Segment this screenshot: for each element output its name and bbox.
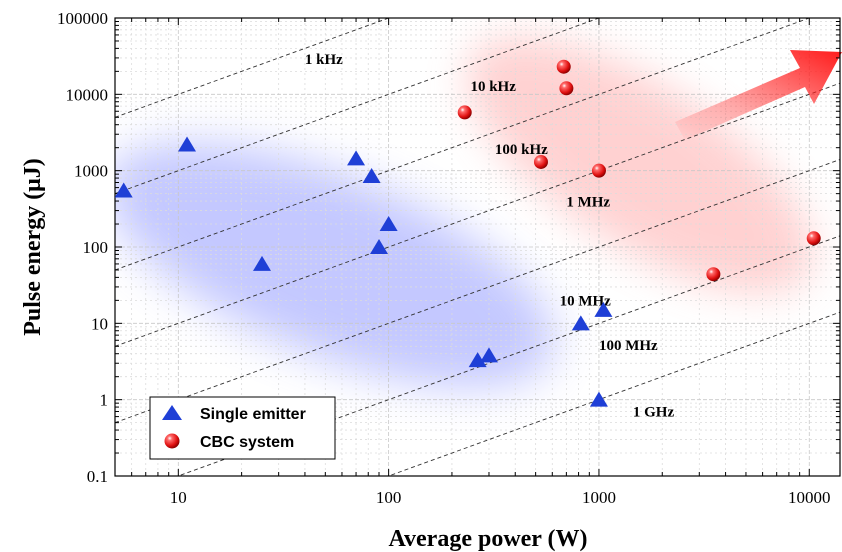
- legend-triangle-icon: [162, 405, 182, 420]
- rep-rate-line: [115, 18, 601, 195]
- single-emitter-point: [114, 182, 133, 198]
- y-tick-label: 1: [100, 391, 109, 410]
- rep-rate-line: [115, 18, 811, 271]
- single-emitter-point: [571, 315, 590, 331]
- cbc-system-point: [457, 105, 472, 120]
- rep-rate-line: [115, 159, 840, 424]
- single-emitter-point: [347, 150, 366, 166]
- single-emitter-point: [589, 391, 608, 407]
- rep-rate-label: 1 MHz: [566, 194, 610, 210]
- x-tick-label: 10: [170, 488, 187, 507]
- single-emitter-point: [594, 301, 613, 317]
- rep-rate-label: 100 MHz: [599, 338, 658, 354]
- y-axis-title: Pulse energy (μJ): [20, 158, 46, 336]
- y-tick-label: 10: [91, 314, 108, 333]
- x-tick-label: 100: [376, 488, 402, 507]
- y-tick-label: 100: [83, 238, 109, 257]
- rep-rate-labels: 1 kHz 10 kHz 100 kHz 1 MHz 10 MHz 100 MHz 1 GH…: [305, 52, 675, 421]
- rep-rate-label: 1 GHz: [633, 405, 675, 421]
- data-points: [114, 59, 821, 407]
- single-emitter-point: [379, 216, 398, 232]
- cbc-system-point: [806, 231, 821, 246]
- cbc-system-point: [591, 163, 606, 178]
- cbc-system-point: [556, 59, 571, 74]
- cbc-system-point: [559, 81, 574, 96]
- legend-label-cbc-system: CBC system: [200, 434, 294, 451]
- legend-sphere-icon: [164, 433, 180, 449]
- y-tick-label: 10000: [66, 85, 109, 104]
- single-emitter-region: [115, 142, 556, 388]
- rep-rate-line: [115, 18, 390, 118]
- y-tick-label: 1000: [74, 162, 108, 181]
- rep-rate-label: 1 kHz: [305, 52, 343, 68]
- single-emitter-point: [479, 347, 498, 363]
- rep-rate-label: 10 MHz: [560, 294, 612, 310]
- cbc-system-point: [706, 267, 721, 282]
- x-axis-title: Average power (W): [388, 526, 587, 552]
- rep-rate-line: [387, 311, 840, 476]
- y-tick-label: 100000: [57, 9, 108, 28]
- cbc-system-point: [533, 154, 548, 169]
- x-tick-label: 10000: [788, 488, 831, 507]
- axis-ticks: 10 100 1000 10000 0.1 1 10 100 1000 10000 100000: [57, 9, 840, 507]
- single-emitter-point: [178, 136, 197, 152]
- cbc-system-region: [466, 37, 814, 293]
- rep-rate-label: 10 kHz: [470, 79, 516, 95]
- single-emitter-point: [362, 168, 381, 184]
- y-tick-label: 0.1: [87, 467, 108, 486]
- trend-arrow: [675, 50, 842, 140]
- legend-label-single-emitter: Single emitter: [200, 406, 306, 423]
- legend-box: [149, 396, 336, 460]
- cluster-regions: [115, 37, 814, 388]
- rep-rate-line: [115, 82, 840, 347]
- x-tick-label: 1000: [582, 488, 616, 507]
- single-emitter-point: [468, 352, 487, 368]
- legend: Single emitter CBC system: [149, 396, 336, 460]
- single-emitter-point: [253, 255, 272, 271]
- rep-rate-label: 100 kHz: [495, 142, 548, 158]
- single-emitter-point: [370, 239, 389, 254]
